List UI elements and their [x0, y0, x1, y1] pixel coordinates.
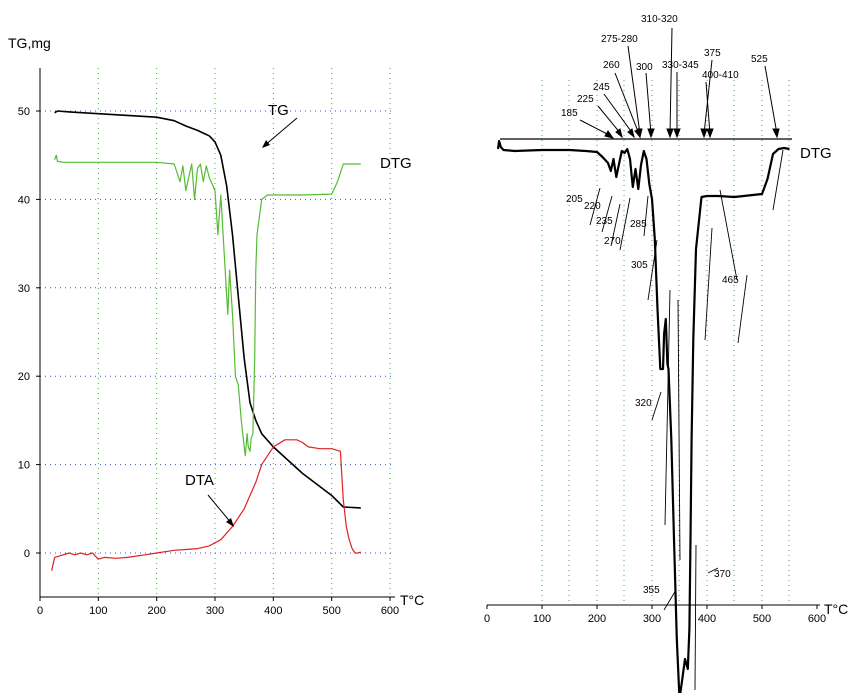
dtg-label-right: DTG — [800, 145, 832, 162]
dta-label: DTA — [185, 472, 214, 489]
peak-label-275-280: 275-280 — [601, 34, 638, 45]
peak-label-185: 185 — [561, 108, 578, 119]
left-x-tick-label: 300 — [206, 605, 224, 617]
tg-arrow — [263, 117, 298, 147]
peak-label-285: 285 — [630, 219, 647, 230]
left-x-tick-label: 600 — [381, 605, 399, 617]
series-line-dta — [51, 439, 361, 571]
left-x-tick-label: 500 — [322, 605, 340, 617]
left-x-axis-label: T°C — [400, 592, 424, 608]
peak-label-310-320: 310-320 — [641, 14, 678, 25]
left-grid — [40, 68, 392, 597]
left-y-tick-label: 50 — [18, 106, 30, 118]
left-y-tick-label: 30 — [18, 283, 30, 295]
right-x-tick-label: 600 — [808, 613, 826, 625]
left-y-tick-label: 10 — [18, 460, 30, 472]
right-series — [496, 139, 790, 693]
left-x-tick-label: 100 — [89, 605, 107, 617]
tg-label: TG — [268, 102, 289, 119]
dtg-label-left: DTG — [380, 155, 412, 172]
right-x-ticks: 0 100 200 300 400 500 600 — [484, 605, 826, 625]
left-x-ticks: 0 100 200 300 400 500 600 — [37, 597, 399, 617]
peak-label-270: 270 — [604, 236, 621, 247]
peak-label-330-345: 330-345 — [662, 60, 699, 71]
left-y-tick-label: 20 — [18, 371, 30, 383]
tg-arrow-head — [262, 140, 270, 148]
peak-label-400-410: 400-410 — [702, 70, 739, 81]
right-x-tick-label: 200 — [588, 613, 606, 625]
peak-label-320: 320 — [635, 398, 652, 409]
peak-label-370: 370 — [714, 569, 731, 580]
dta-arrow-head — [226, 518, 234, 527]
peak-label-260: 260 — [603, 60, 620, 71]
right-grid — [541, 80, 790, 605]
series-line-tg — [54, 110, 361, 509]
left-y-ticks: 0 10 20 30 40 50 — [18, 106, 40, 560]
peak-label-205: 205 — [566, 194, 583, 205]
left-x-tick-label: 400 — [264, 605, 282, 617]
right-x-tick-label: 500 — [753, 613, 771, 625]
left-y-axis-label: TG,mg — [8, 35, 51, 51]
right-x-axis-label: T°C — [824, 601, 848, 617]
right-x-tick-label: 0 — [484, 613, 490, 625]
series-line-dtg — [54, 154, 361, 457]
peak-label-375: 375 — [704, 48, 721, 59]
peak-label-225: 225 — [577, 94, 594, 105]
peak-label-465: 465 — [722, 275, 739, 286]
peak-label-220: 220 — [584, 201, 601, 212]
lower-leader-lines — [589, 149, 784, 691]
peak-label-355: 355 — [643, 585, 660, 596]
peak-label-525: 525 — [751, 54, 768, 65]
left-y-tick-label: 40 — [18, 194, 30, 206]
right-chart: 0 100 200 300 400 500 600 T°C 185 225 245 260 … — [484, 14, 848, 693]
series-line-right-dtg — [496, 139, 790, 693]
peak-label-305: 305 — [631, 260, 648, 271]
peak-label-245: 245 — [593, 82, 610, 93]
left-y-tick-label: 0 — [24, 548, 30, 560]
left-chart: 0 100 200 300 400 500 600 0 10 20 30 40 50 TG,mg T°… — [8, 35, 424, 617]
peak-label-300: 300 — [636, 62, 653, 73]
left-x-tick-label: 0 — [37, 605, 43, 617]
right-x-tick-label: 400 — [698, 613, 716, 625]
left-x-tick-label: 200 — [147, 605, 165, 617]
right-x-tick-label: 100 — [533, 613, 551, 625]
dta-arrow — [207, 494, 233, 525]
left-series — [51, 110, 361, 571]
right-x-tick-label: 300 — [643, 613, 661, 625]
top-arrows — [579, 27, 780, 139]
